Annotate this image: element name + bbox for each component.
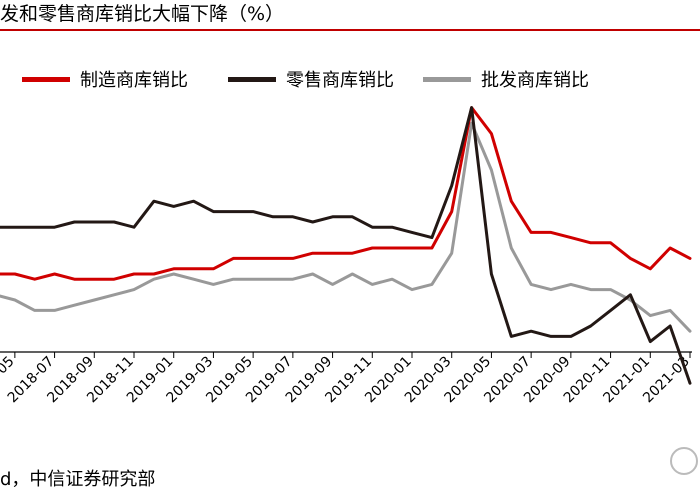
legend-swatch-manufacturer [22, 76, 70, 82]
chart-legend: 制造商库销比 零售商库销比 批发商库销比 [0, 64, 700, 94]
legend-swatch-retailer [228, 76, 276, 82]
title-rule [0, 29, 700, 31]
watermark-icon [670, 447, 698, 475]
wholesaler-line [0, 121, 692, 333]
manufacturer-line [0, 106, 692, 281]
retailer-line [0, 106, 692, 385]
legend-item-manufacturer: 制造商库销比 [22, 64, 188, 94]
source-note: d，中信证券研究部 [0, 469, 156, 490]
chart-title: 发和零售商库销比大幅下降（%） [0, 3, 285, 25]
legend-label-retailer: 零售商库销比 [286, 70, 394, 91]
legend-item-retailer: 零售商库销比 [228, 64, 394, 94]
legend-item-wholesaler: 批发商库销比 [423, 64, 589, 94]
legend-swatch-wholesaler [423, 76, 471, 82]
legend-label-manufacturer: 制造商库销比 [80, 70, 188, 91]
legend-label-wholesaler: 批发商库销比 [481, 70, 589, 91]
